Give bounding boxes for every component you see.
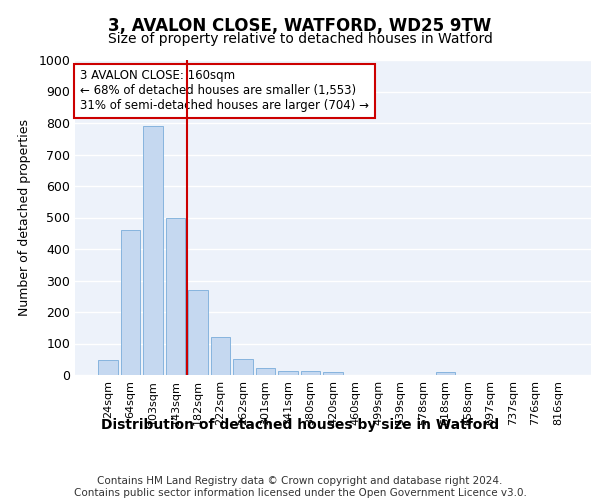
Bar bbox=[211, 337, 230, 375]
Bar bbox=[278, 371, 298, 375]
Text: 3, AVALON CLOSE, WATFORD, WD25 9TW: 3, AVALON CLOSE, WATFORD, WD25 9TW bbox=[109, 18, 491, 36]
Bar bbox=[301, 371, 320, 375]
Text: 3 AVALON CLOSE: 160sqm
← 68% of detached houses are smaller (1,553)
31% of semi-: 3 AVALON CLOSE: 160sqm ← 68% of detached… bbox=[80, 70, 369, 112]
Bar bbox=[121, 230, 140, 375]
Bar bbox=[256, 368, 275, 375]
Bar bbox=[166, 218, 185, 375]
Bar bbox=[98, 360, 118, 375]
Bar bbox=[436, 372, 455, 375]
Text: Distribution of detached houses by size in Watford: Distribution of detached houses by size … bbox=[101, 418, 499, 432]
Text: Contains HM Land Registry data © Crown copyright and database right 2024.
Contai: Contains HM Land Registry data © Crown c… bbox=[74, 476, 526, 498]
Text: Size of property relative to detached houses in Watford: Size of property relative to detached ho… bbox=[107, 32, 493, 46]
Bar bbox=[233, 358, 253, 375]
Bar bbox=[323, 372, 343, 375]
Bar bbox=[188, 290, 208, 375]
Bar bbox=[143, 126, 163, 375]
Y-axis label: Number of detached properties: Number of detached properties bbox=[19, 119, 31, 316]
